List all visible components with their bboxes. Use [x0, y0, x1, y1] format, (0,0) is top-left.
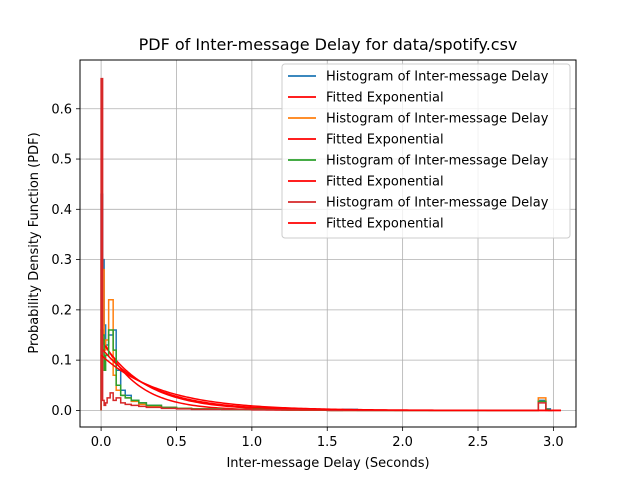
x-tick-label: 2.5	[468, 435, 489, 450]
legend-entry: Fitted Exponential	[326, 133, 444, 148]
legend-entry: Fitted Exponential	[326, 91, 444, 106]
y-tick-label: 0.4	[51, 203, 72, 218]
x-tick-label: 0.5	[166, 435, 187, 450]
legend-entry: Fitted Exponential	[326, 217, 444, 232]
x-tick-label: 0.0	[91, 435, 112, 450]
series-layer	[100, 77, 561, 412]
y-tick-label: 0.0	[51, 404, 72, 419]
x-tick-label: 3.0	[543, 435, 564, 450]
series-7-fitted-exponential	[100, 354, 561, 412]
y-tick-label: 0.1	[51, 354, 72, 369]
chart-title: PDF of Inter-message Delay for data/spot…	[139, 35, 518, 54]
legend-entry: Histogram of Inter-message Delay	[326, 112, 549, 127]
legend-entry: Histogram of Inter-message Delay	[326, 70, 549, 85]
y-tick-label: 0.6	[51, 102, 72, 117]
legend-box	[281, 63, 571, 239]
y-tick-label: 0.3	[51, 253, 72, 268]
y-axis: 0.0 0.1 0.2 0.3 0.4 0.5 0.6	[51, 102, 80, 419]
x-tick-label: 1.0	[242, 435, 263, 450]
y-tick-label: 0.2	[51, 303, 72, 318]
x-axis: 0.0 0.5 1.0 1.5 2.0 2.5 3.0	[91, 427, 564, 450]
y-tick-label: 0.5	[51, 153, 72, 168]
plot-frame	[79, 59, 577, 428]
x-tick-label: 1.5	[317, 435, 338, 450]
legend-entry: Histogram of Inter-message Delay	[326, 154, 549, 169]
legend-entry: Fitted Exponential	[326, 175, 444, 190]
x-axis-label: Inter-message Delay (Seconds)	[226, 456, 429, 471]
x-tick-label: 2.0	[392, 435, 413, 450]
legend-entry: Histogram of Inter-message Delay	[326, 196, 549, 211]
legend: Histogram of Inter-message Delay Fitted E…	[281, 63, 571, 239]
y-axis-label: Probability Density Function (PDF)	[27, 132, 42, 353]
